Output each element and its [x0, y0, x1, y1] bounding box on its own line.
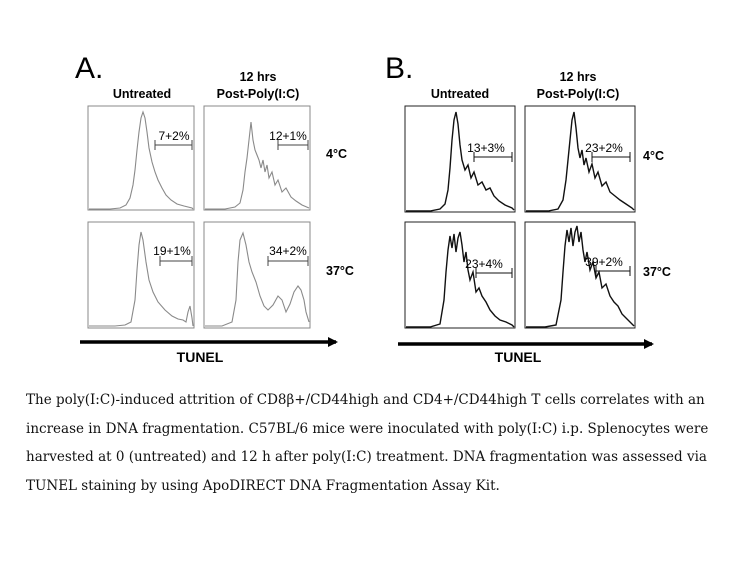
panel-a-percent-label: 12+1% [269, 129, 307, 143]
panel-a-histogram-trace [89, 231, 194, 327]
panel-b-percent-label: 39+2% [585, 255, 623, 269]
panel-a-letter: A. [75, 52, 103, 85]
panel-a-row-37c: 37°C [326, 264, 354, 278]
panel-a-row-4c: 4°C [326, 147, 347, 161]
panel-b-gate-marker [473, 152, 513, 162]
panel-b-row-37c: 37°C [643, 265, 671, 279]
figure: A. Untreated 12 hrs Post-Poly(I:C) 4°C 3… [75, 52, 671, 365]
panel-a-percent-label: 19+1% [153, 244, 191, 258]
panel-a-histogram-box [87, 105, 195, 211]
panel-b-percent-label: 23+2% [585, 141, 623, 155]
panel-b-histogram-box [524, 105, 636, 213]
panel-a-histogram-box [87, 221, 195, 329]
panel-b-col-postpoly: Post-Poly(I:C) [537, 87, 620, 101]
panel-b-gate-marker [591, 152, 631, 162]
panel-a-col-postpoly: Post-Poly(I:C) [217, 87, 300, 101]
panel-a-histogram-box [203, 105, 311, 211]
panel-b-histogram-trace [406, 111, 515, 212]
panel-b-col-12hrs: 12 hrs [560, 70, 597, 84]
panel-a-histogram-box [203, 221, 311, 329]
panel-b-percent-label: 23+4% [465, 257, 503, 271]
panel-a-col-untreated: Untreated [113, 87, 171, 101]
panel-b-gate-marker [475, 268, 513, 278]
panel-b-letter: B. [385, 52, 413, 85]
panel-a-percent-label: 34+2% [269, 244, 307, 258]
figure-caption: The poly(I:C)-induced attrition of CD8β+… [26, 392, 709, 494]
panel-b-histogram-box [404, 105, 516, 213]
panel-b-row-4c: 4°C [643, 149, 664, 163]
panel-a-histogram-trace [205, 121, 310, 210]
panel-b-axis-label: TUNEL [495, 349, 542, 365]
panel-a-gate-marker [159, 256, 193, 266]
panel-b-histogram-box [404, 221, 516, 329]
panel-b-histogram-box [524, 221, 636, 329]
panel-a-gate-marker [277, 140, 309, 150]
panel-b: B. Untreated 12 hrs Post-Poly(I:C) 4°C 3… [385, 52, 671, 365]
panel-a-histogram-trace [205, 231, 310, 327]
panel-b-col-untreated: Untreated [431, 87, 489, 101]
panel-b-percent-label: 13+3% [467, 141, 505, 155]
panel-a-col-12hrs: 12 hrs [240, 70, 277, 84]
panel-a-gate-marker [267, 256, 309, 266]
panel-a-histogram-trace [89, 110, 194, 210]
panel-a-axis-label: TUNEL [177, 349, 224, 365]
panel-b-histogram-trace [526, 111, 635, 212]
panel-b-gate-marker [595, 266, 631, 276]
panel-b-histogram-trace [406, 231, 515, 328]
panel-a-gate-marker [154, 140, 193, 150]
panel-b-histogram-trace [526, 225, 635, 328]
panel-a: A. Untreated 12 hrs Post-Poly(I:C) 4°C 3… [75, 52, 354, 365]
panel-a-percent-label: 7+2% [158, 129, 189, 143]
